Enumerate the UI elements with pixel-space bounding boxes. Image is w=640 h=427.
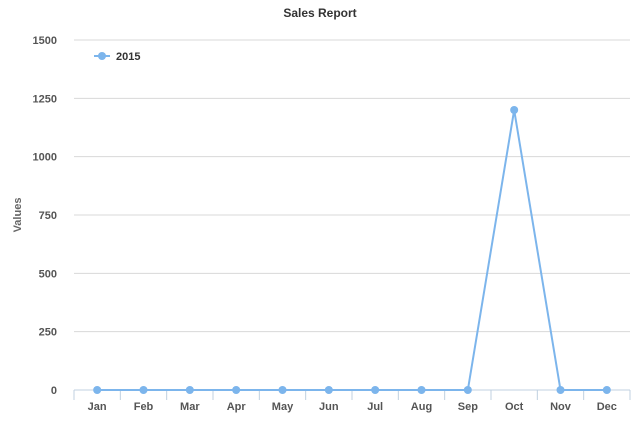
y-tick-label: 500 — [39, 268, 57, 280]
data-point[interactable] — [417, 386, 426, 394]
legend-swatch-marker — [98, 52, 106, 60]
y-tick-label: 0 — [51, 385, 57, 397]
x-tick-label: Jan — [88, 401, 107, 413]
y-tick-label: 750 — [39, 210, 57, 222]
series-line — [97, 109, 607, 391]
x-tick-label: Dec — [597, 401, 617, 413]
data-point[interactable] — [232, 386, 241, 394]
data-point[interactable] — [324, 386, 333, 394]
data-point[interactable] — [185, 386, 194, 394]
x-tick-label: Jul — [367, 401, 383, 413]
y-tick-label: 1500 — [33, 35, 57, 47]
data-point[interactable] — [510, 106, 519, 114]
y-tick-label: 1250 — [33, 93, 57, 105]
x-tick-label: Oct — [505, 401, 524, 413]
series-layer — [93, 106, 611, 394]
y-tick-label: 1000 — [33, 152, 57, 164]
chart-title: Sales Report — [283, 6, 356, 20]
x-tick-label: Apr — [227, 401, 247, 413]
x-tick-label: Feb — [134, 401, 154, 413]
data-point[interactable] — [93, 386, 102, 394]
data-point[interactable] — [278, 386, 287, 394]
legend-label-2015: 2015 — [116, 51, 140, 63]
data-point[interactable] — [602, 386, 611, 394]
data-point[interactable] — [556, 386, 565, 394]
y-axis-title: Values — [12, 198, 24, 233]
x-tick-label: Nov — [550, 401, 572, 413]
y-tick-label: 250 — [39, 327, 57, 339]
data-point[interactable] — [371, 386, 380, 394]
data-point[interactable] — [463, 386, 472, 394]
legend[interactable]: 2015 — [94, 51, 140, 63]
grid-layer — [74, 39, 630, 333]
x-tick-label: Aug — [411, 401, 432, 413]
data-point[interactable] — [139, 386, 148, 394]
axis-layer: 0 250 500 750 1000 1250 1500 Jan Feb Mar Apr May Jun… — [33, 35, 631, 413]
x-tick-label: Mar — [180, 401, 200, 413]
x-tick-label: Sep — [458, 401, 478, 413]
x-tick-label: Jun — [319, 401, 339, 413]
x-tick-label: May — [272, 401, 294, 413]
